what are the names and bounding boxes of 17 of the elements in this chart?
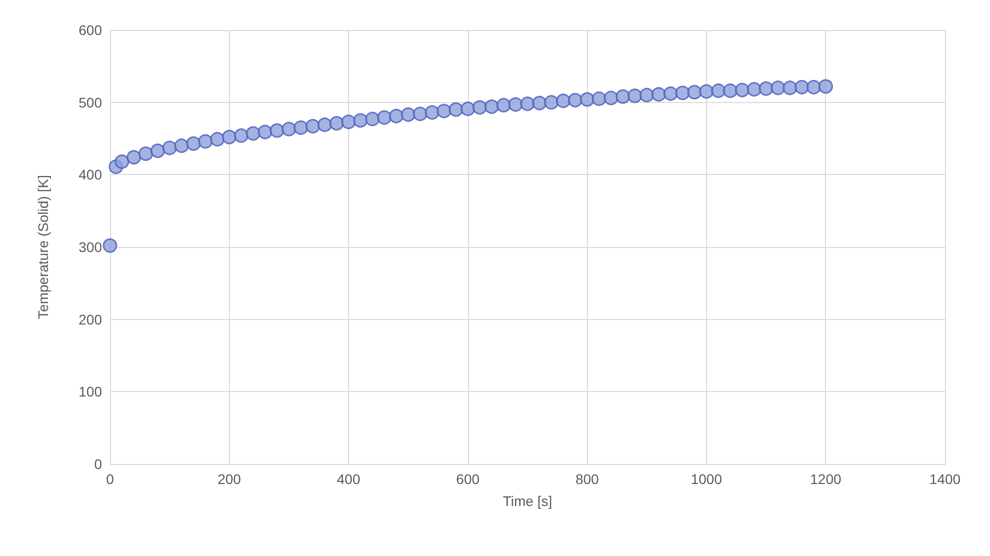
y-tick-label: 500 xyxy=(78,94,102,110)
x-axis-title: Time [s] xyxy=(502,493,552,509)
x-tick-label: 200 xyxy=(218,471,242,487)
y-tick-label: 300 xyxy=(78,239,102,255)
x-tick-label: 600 xyxy=(456,471,480,487)
y-tick-label: 200 xyxy=(78,311,102,328)
x-tick-label: 1400 xyxy=(929,471,961,487)
x-tick-label: 1200 xyxy=(810,471,842,487)
x-tick-label: 400 xyxy=(336,471,360,487)
y-tick-label: 0 xyxy=(94,456,102,472)
y-tick-label: 400 xyxy=(78,166,102,183)
x-tick-label: 800 xyxy=(575,471,600,487)
x-tick-label: 1000 xyxy=(690,471,722,487)
y-tick-label: 600 xyxy=(78,22,102,38)
x-tick-label: 0 xyxy=(106,471,114,487)
y-axis-title: Temperature (Solid) [K] xyxy=(35,175,51,319)
y-tick-label: 100 xyxy=(78,384,102,400)
